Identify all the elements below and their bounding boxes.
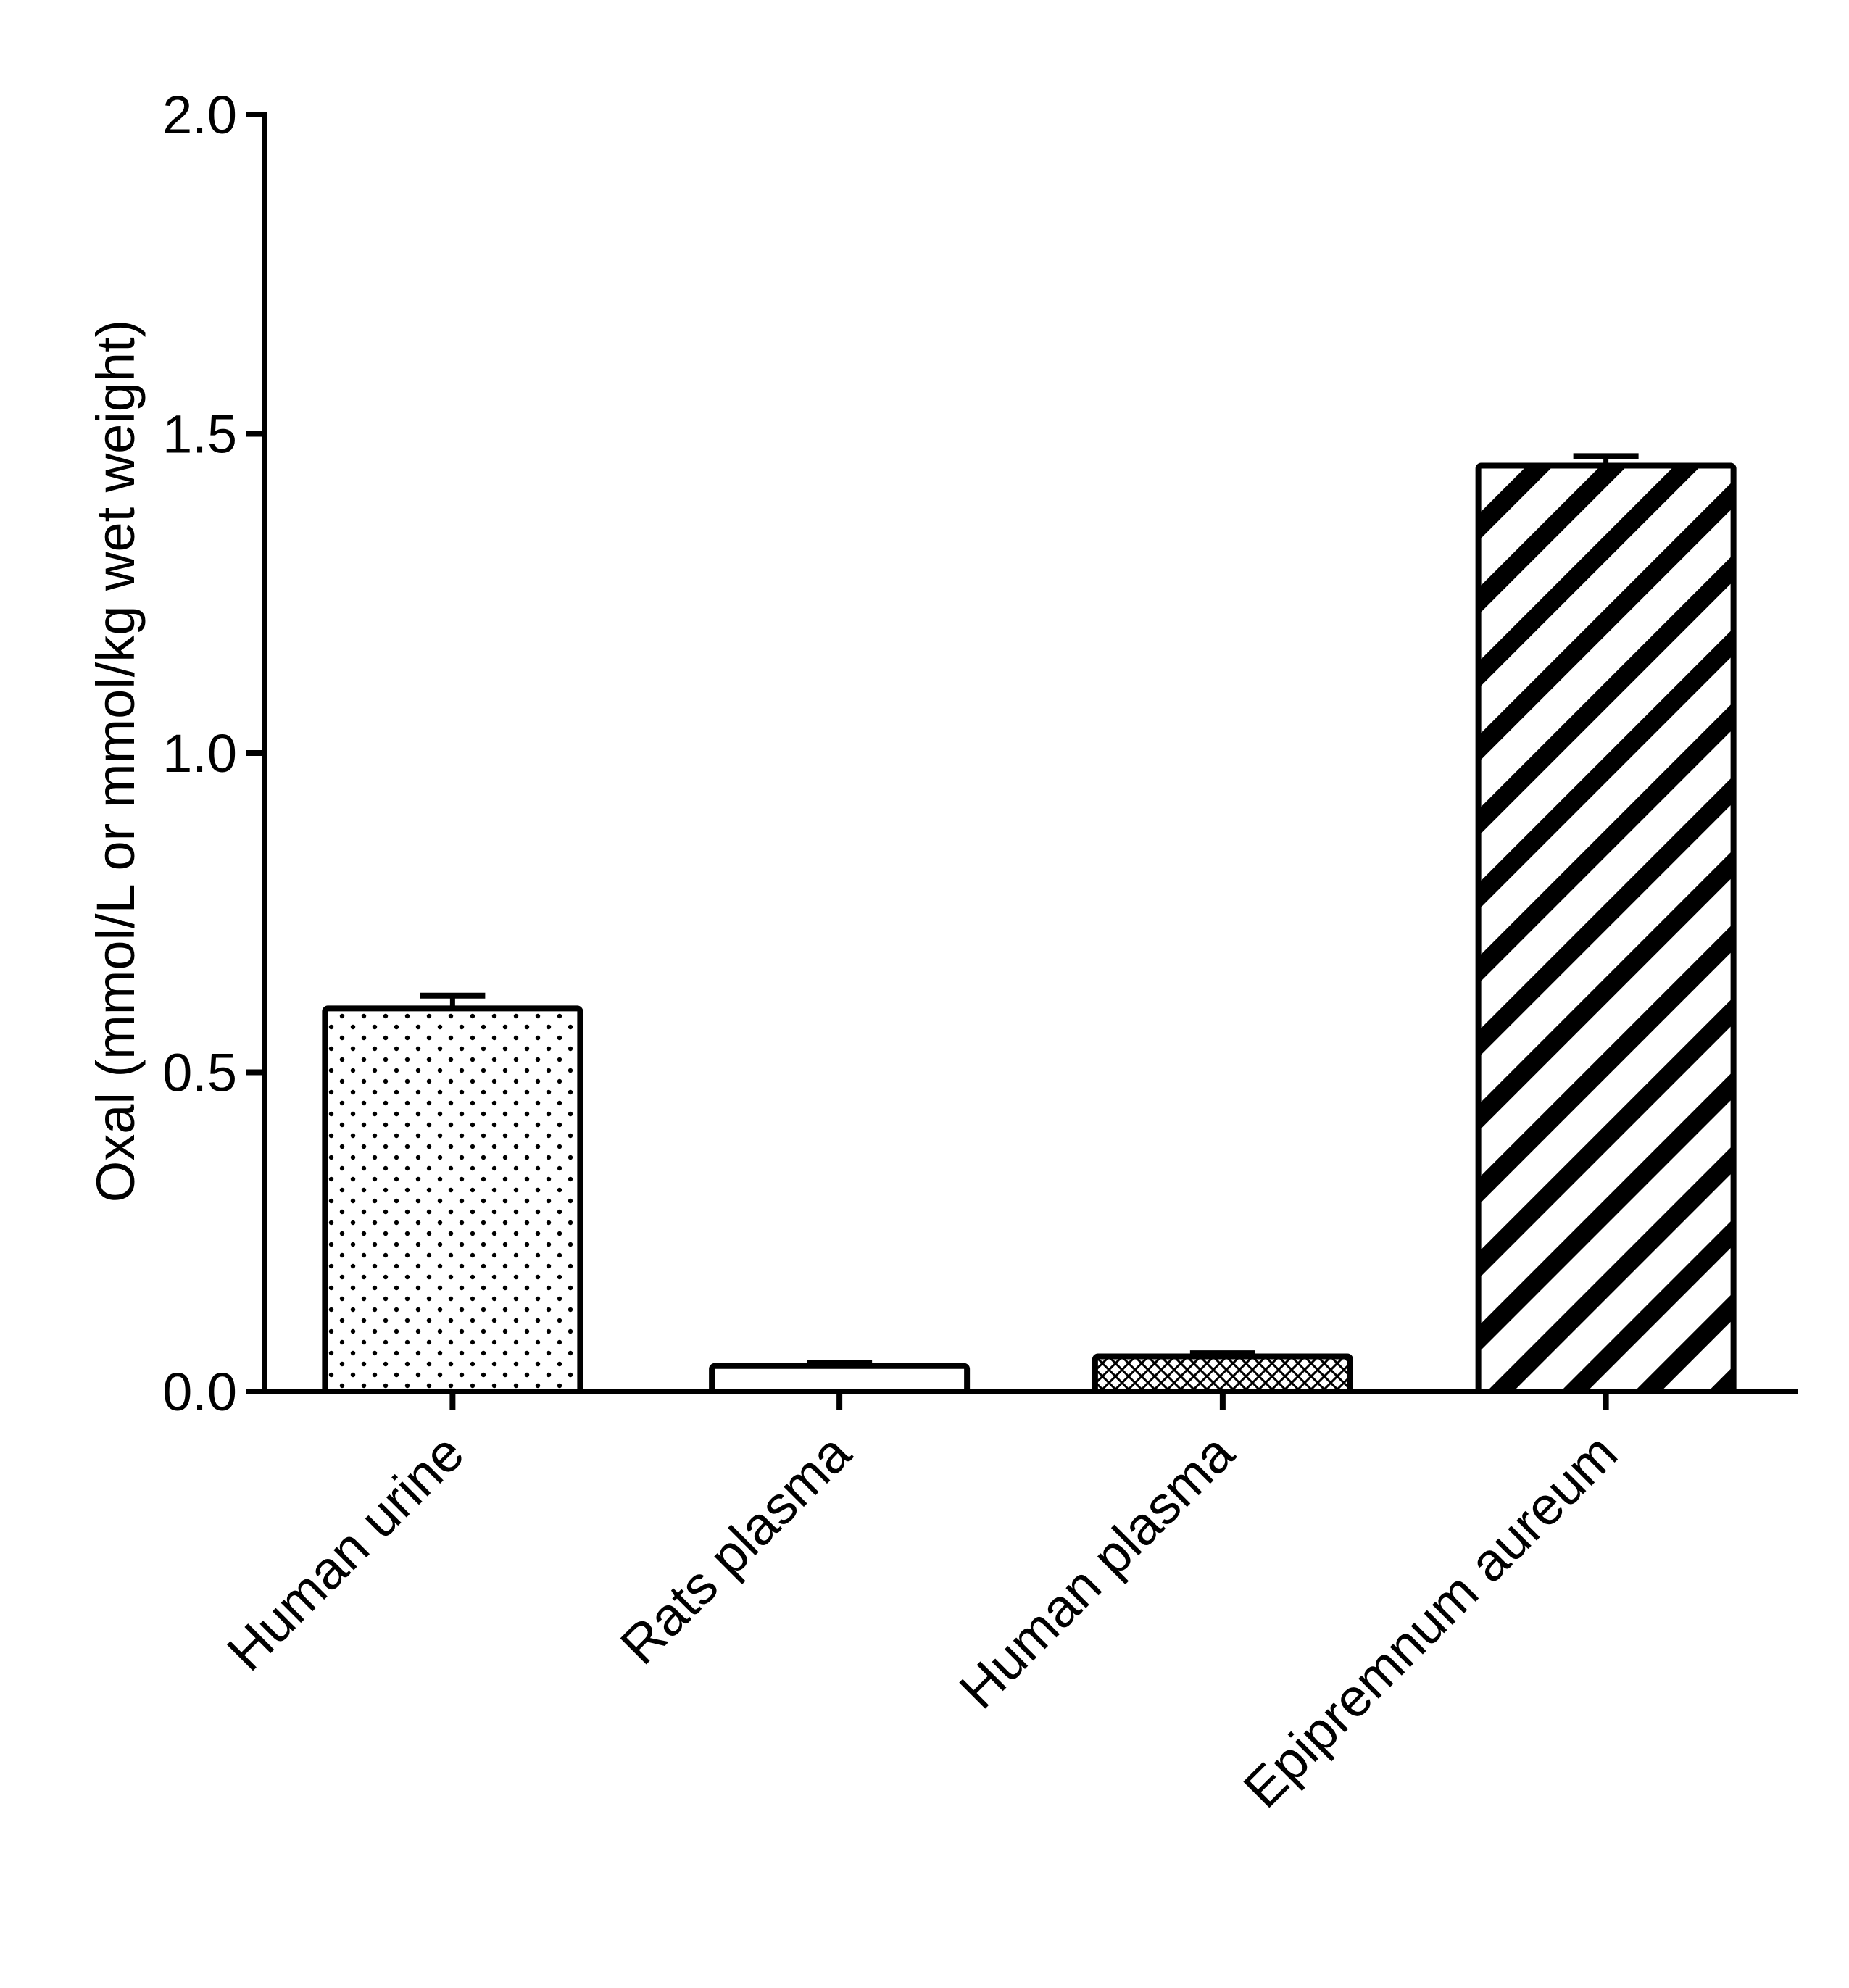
- x-category-label: Rats plasma: [609, 1422, 863, 1676]
- x-category-label: Human plasma: [948, 1422, 1246, 1720]
- bars: [322, 453, 1737, 1395]
- y-axis-title: Oxal (mmol/L or mmol/kg wet weight): [86, 320, 146, 1203]
- x-category-label: Epipremnum aureum: [1232, 1423, 1629, 1819]
- y-tick-label: 2.0: [162, 85, 237, 145]
- bar-3: [1092, 1353, 1353, 1395]
- bar-2: [709, 1363, 971, 1395]
- bar-1: [322, 1005, 583, 1394]
- bar-4: [1475, 462, 1737, 1394]
- y-tick-label: 0.0: [162, 1362, 237, 1422]
- y-tick-label: 1.5: [162, 404, 237, 465]
- y-axis-ticks: 0.0 0.5 1.0 1.5 2.0: [162, 85, 265, 1422]
- x-category-label: Human urine: [215, 1423, 475, 1682]
- y-tick-label: 1.0: [162, 723, 237, 783]
- x-axis-ticks: Human urine Rats plasma Human plasmaEpipre…: [215, 1392, 1629, 1819]
- y-tick-label: 0.5: [162, 1043, 237, 1103]
